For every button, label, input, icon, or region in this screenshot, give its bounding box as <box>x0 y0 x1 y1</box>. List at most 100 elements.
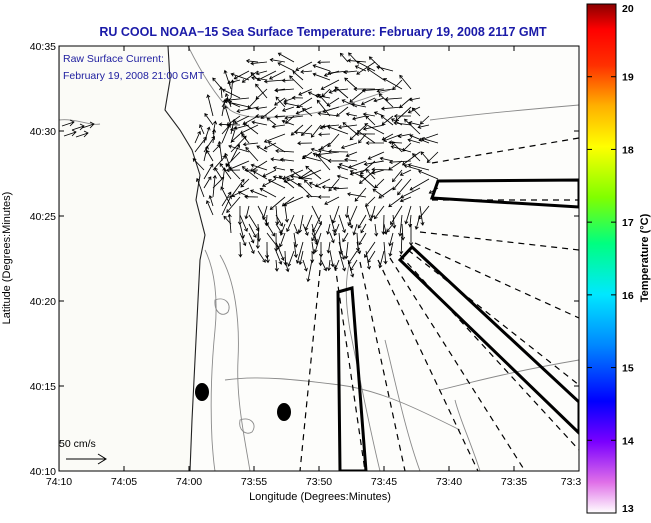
current-arrow <box>320 259 328 272</box>
current-arrow <box>263 133 286 144</box>
current-arrow <box>317 111 340 117</box>
current-arrow <box>250 163 268 171</box>
current-arrow <box>403 164 421 171</box>
y-tick-label: 40:35 <box>30 41 56 53</box>
current-arrow <box>317 194 330 200</box>
colorbar-tick-label: 19 <box>622 72 634 84</box>
current-arrow <box>297 182 313 198</box>
current-arrow <box>391 169 403 183</box>
current-arrow <box>408 224 414 246</box>
current-arrow <box>318 250 323 267</box>
current-arrow <box>203 126 211 144</box>
colorbar-tick-label: 13 <box>622 503 634 515</box>
current-arrow <box>239 232 247 247</box>
current-arrow <box>203 145 209 162</box>
current-arrow <box>272 166 286 171</box>
current-arrow <box>221 88 241 99</box>
current-arrow <box>227 79 241 85</box>
current-arrow <box>293 241 298 258</box>
current-arrow <box>412 153 421 162</box>
current-arrow <box>399 74 412 90</box>
current-arrow <box>417 124 430 129</box>
current-arrow <box>329 214 337 233</box>
current-arrow <box>275 205 280 226</box>
bathymetry-contours <box>59 46 579 471</box>
current-arrow <box>393 114 412 119</box>
current-arrow <box>297 141 313 146</box>
current-arrow <box>265 250 270 264</box>
current-arrow <box>267 179 286 189</box>
current-arrow <box>228 144 250 153</box>
x-tick-label: 73:35 <box>501 476 527 488</box>
current-arrow <box>295 61 313 72</box>
current-arrow <box>312 214 322 233</box>
current-arrow <box>374 205 385 220</box>
current-arrow <box>329 250 335 268</box>
current-arrow <box>266 223 275 237</box>
current-arrow <box>420 151 430 162</box>
current-arrow <box>370 205 376 219</box>
current-arrow <box>238 241 243 258</box>
current-arrow <box>257 250 266 263</box>
current-arrow <box>239 214 248 232</box>
current-arrow <box>212 174 217 198</box>
current-arrow <box>269 70 286 80</box>
current-arrow <box>281 119 295 126</box>
current-arrow <box>237 191 250 198</box>
current-arrow <box>407 138 421 144</box>
current-arrow <box>372 188 385 198</box>
current-arrow <box>195 177 205 198</box>
current-arrow <box>255 106 268 111</box>
current-arrow <box>392 214 397 229</box>
current-arrow <box>326 223 331 235</box>
current-arrow <box>266 117 277 126</box>
current-arrow <box>261 178 277 187</box>
current-arrow <box>308 181 322 189</box>
current-arrow <box>274 114 286 119</box>
current-arrow <box>373 111 385 117</box>
current-arrow <box>300 169 322 180</box>
current-arrow <box>305 165 322 180</box>
current-arrow <box>352 223 358 236</box>
colorbar-axis: 20 19 18 17 16 15 14 13 <box>587 3 634 515</box>
current-arrow <box>312 72 331 81</box>
current-arrow <box>311 232 318 243</box>
current-arrow <box>321 185 340 190</box>
current-arrow <box>302 154 322 162</box>
current-arrow <box>221 191 232 207</box>
current-arrow <box>221 167 227 189</box>
current-arrow <box>341 99 358 108</box>
current-arrow <box>383 241 388 265</box>
current-arrow <box>310 124 322 138</box>
scale-label: 50 cm/s <box>59 438 96 450</box>
current-arrow <box>371 169 385 175</box>
colorbar-tick-label: 17 <box>622 217 634 229</box>
y-tick-label: 40:30 <box>30 126 56 138</box>
y-tick-label: 40:10 <box>30 466 56 478</box>
current-arrow <box>386 223 394 233</box>
current-arrow <box>206 149 214 162</box>
current-arrow <box>352 115 367 121</box>
current-arrow <box>239 124 259 135</box>
current-arrow <box>388 140 403 145</box>
current-arrow <box>255 70 268 76</box>
current-arrow <box>225 163 241 180</box>
current-arrow <box>230 125 238 144</box>
current-arrow <box>255 88 268 100</box>
current-arrow <box>388 232 394 247</box>
current-arrow <box>409 134 430 144</box>
current-arrow <box>356 130 376 144</box>
current-arrow <box>221 99 227 117</box>
current-arrow <box>379 156 394 162</box>
subtitle-line-2: February 19, 2008 21:00 GMT <box>63 70 205 82</box>
current-arrow <box>247 97 259 109</box>
current-arrow <box>391 141 403 153</box>
current-arrow <box>278 175 295 189</box>
current-arrow <box>212 128 217 144</box>
current-arrow <box>337 165 349 171</box>
exclusion-zones <box>336 178 579 471</box>
current-arrow <box>249 189 268 198</box>
current-arrow <box>334 86 349 99</box>
current-arrow <box>359 174 376 189</box>
